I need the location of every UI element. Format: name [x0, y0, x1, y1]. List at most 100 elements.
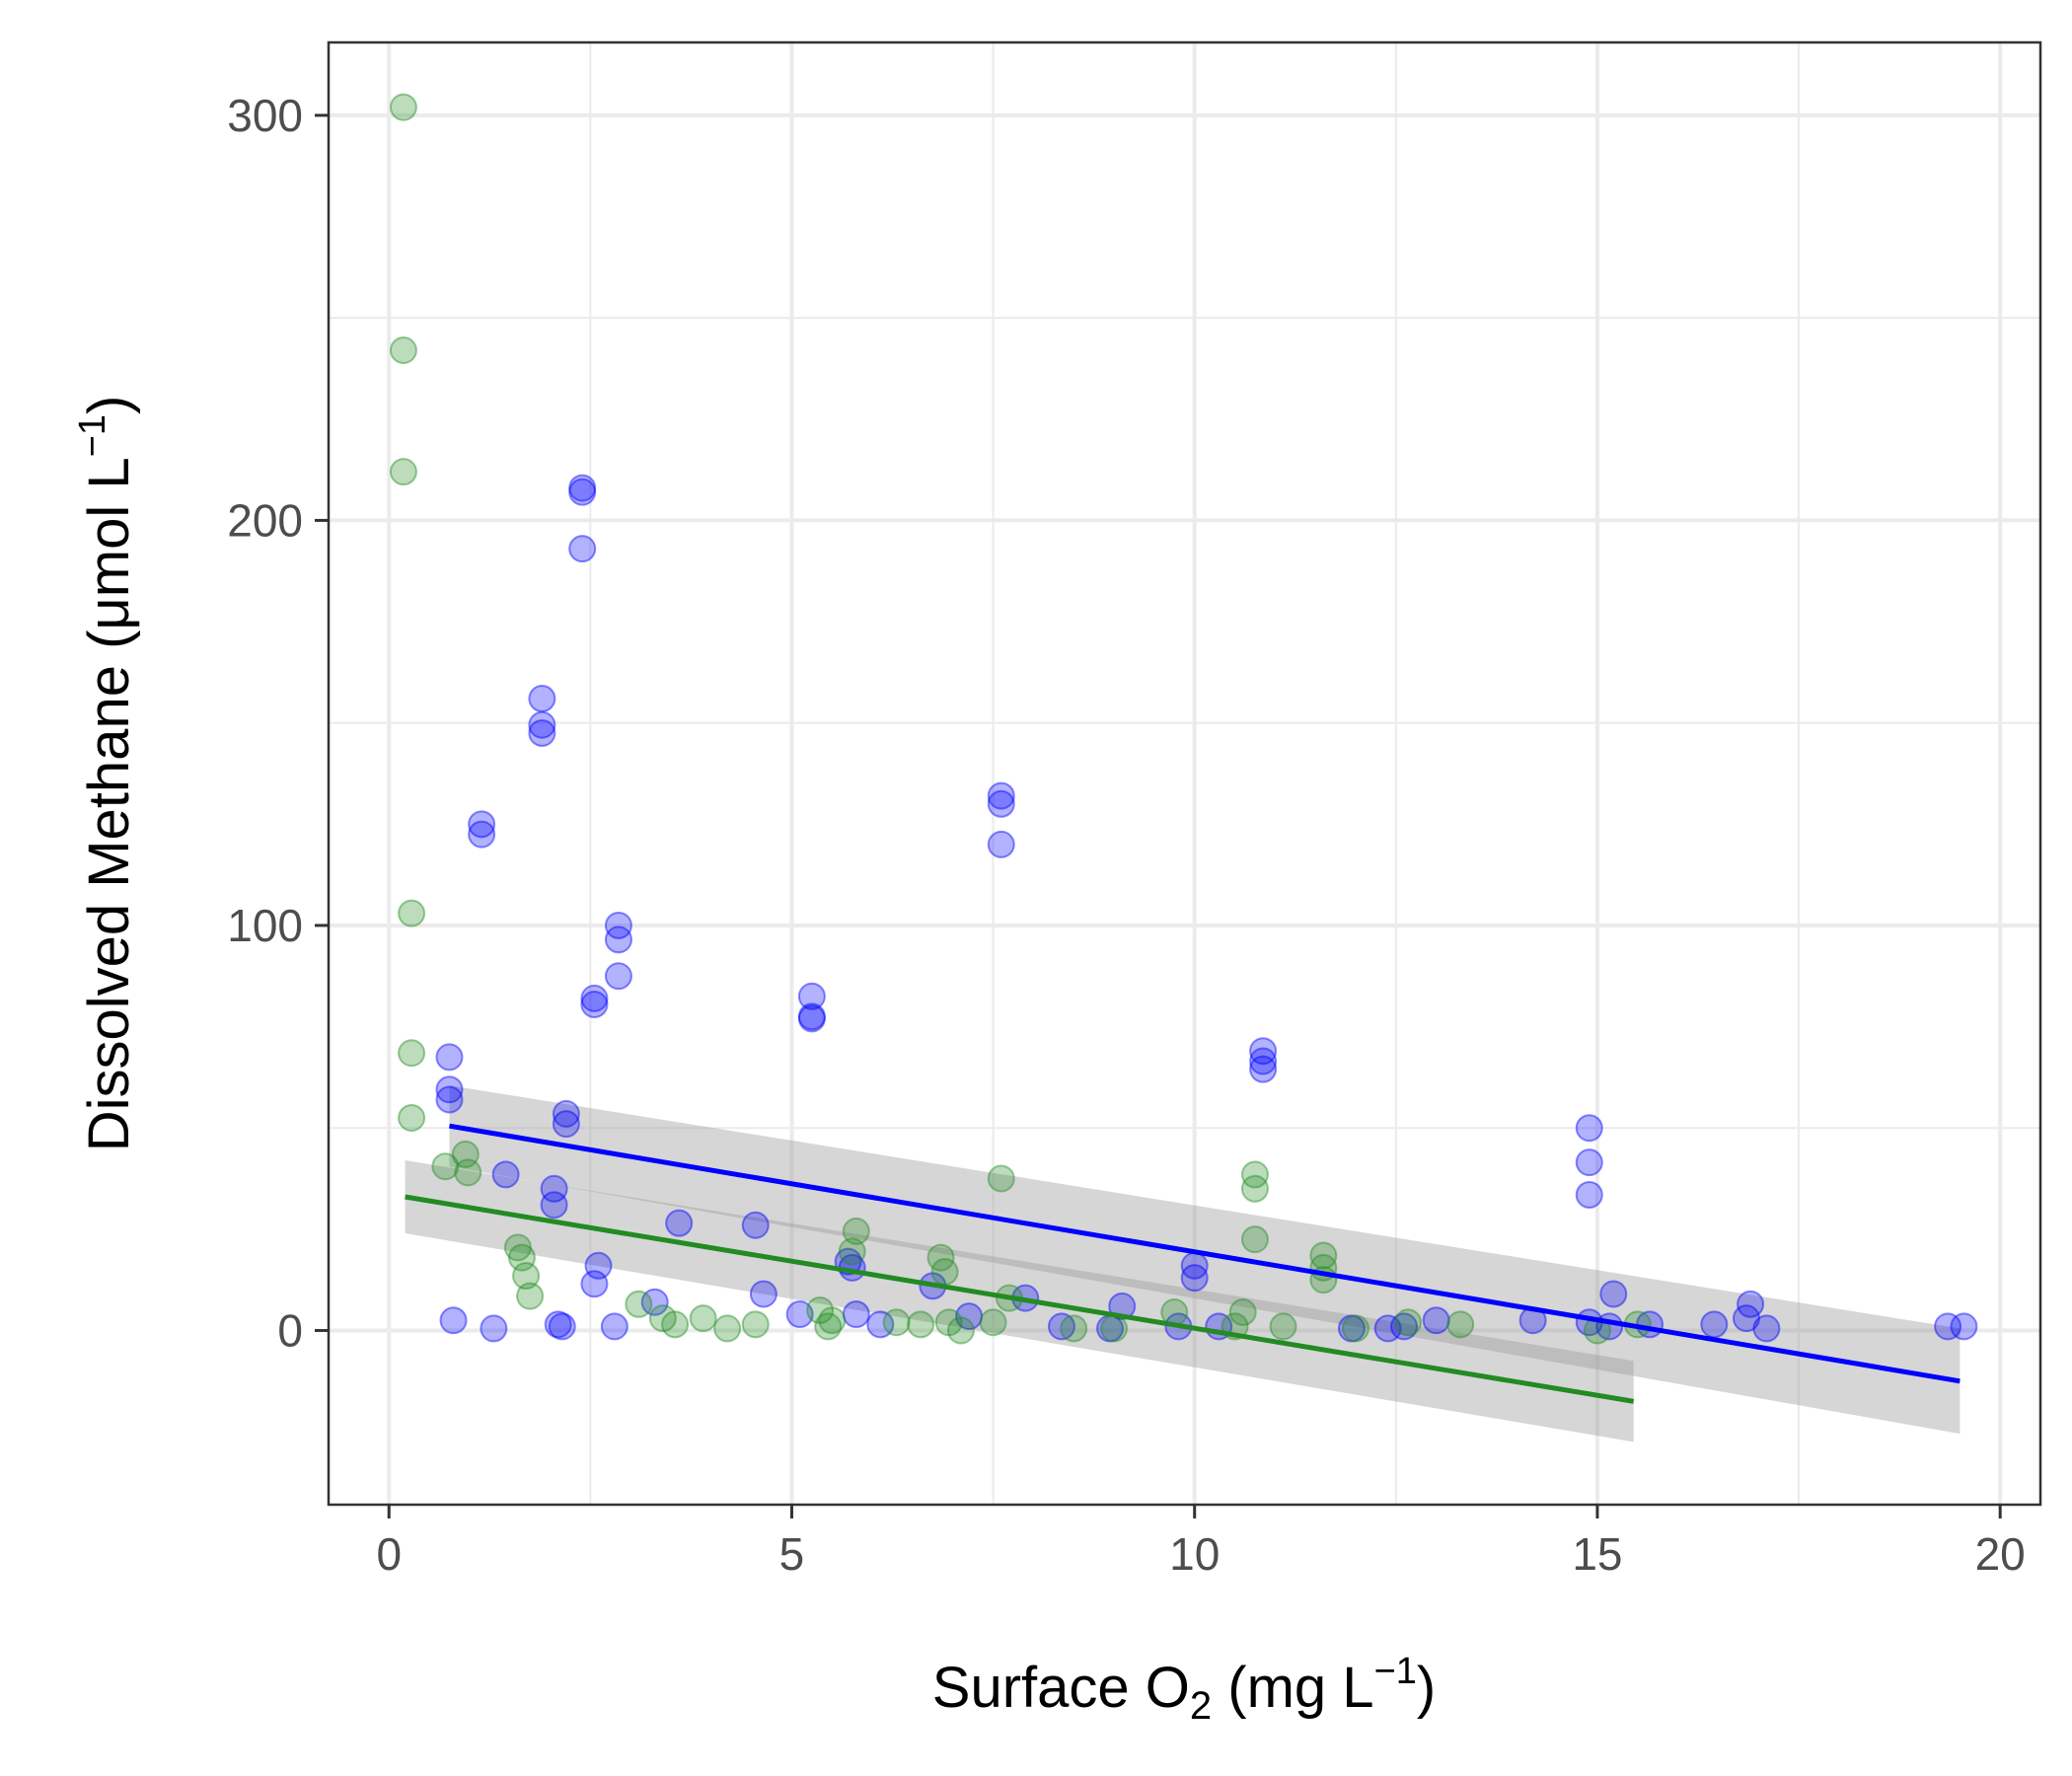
data-point [389, 458, 417, 486]
data-point [1422, 1306, 1450, 1335]
grid-lines [329, 42, 2040, 1505]
x-axis: 0 5 10 15 20 [376, 1505, 2026, 1580]
data-point [934, 1308, 963, 1337]
data-point [930, 1257, 959, 1286]
data-point [528, 710, 556, 739]
data-points [389, 93, 1978, 1345]
data-point [741, 1211, 770, 1239]
data-point [818, 1306, 847, 1335]
x-axis-title-close: ) [1417, 1656, 1436, 1720]
data-point [987, 781, 1015, 810]
data-point [580, 984, 609, 1012]
data-point [979, 1308, 1007, 1337]
data-point [451, 1140, 480, 1168]
y-axis-title-superscript: −1 [72, 414, 113, 457]
data-point [1240, 1160, 1269, 1189]
confidence-band [449, 1085, 1961, 1435]
y-tick-label: 100 [227, 900, 303, 951]
y-axis-title-main: Dissolved Methane (μmol L [77, 457, 141, 1151]
x-tick-label: 0 [376, 1528, 402, 1580]
data-point [1309, 1241, 1338, 1270]
data-point [625, 1290, 653, 1318]
x-tick-label: 15 [1572, 1528, 1622, 1580]
data-point [454, 1158, 482, 1187]
y-tick-label: 0 [277, 1304, 303, 1356]
data-point [398, 899, 426, 927]
data-point [1599, 1280, 1628, 1308]
data-point [1575, 1148, 1603, 1177]
data-point [882, 1308, 911, 1337]
data-point [580, 991, 609, 1018]
data-point [431, 1152, 460, 1181]
data-point [568, 474, 597, 502]
data-point [491, 1160, 520, 1189]
plot-panel [329, 42, 2040, 1505]
data-point [503, 1233, 532, 1262]
x-tick-label: 5 [779, 1528, 805, 1580]
data-point [1240, 1174, 1269, 1203]
data-point [398, 1103, 426, 1132]
data-point [435, 1043, 464, 1072]
data-point [797, 1004, 826, 1033]
data-point [1228, 1298, 1257, 1326]
data-point [1394, 1308, 1423, 1337]
data-point [1249, 1037, 1278, 1066]
data-point [661, 1310, 690, 1339]
data-point [1373, 1314, 1402, 1343]
data-point [468, 810, 496, 839]
data-point [1575, 1114, 1603, 1143]
data-point [866, 1310, 895, 1339]
data-point [580, 1270, 609, 1298]
data-point [640, 1288, 669, 1316]
data-point [648, 1304, 677, 1333]
data-point [480, 1314, 508, 1343]
x-tick-label: 20 [1975, 1528, 2026, 1580]
data-point [987, 830, 1015, 858]
data-point [1737, 1290, 1765, 1318]
x-axis-title-main: Surface O [932, 1656, 1190, 1720]
data-point [548, 1312, 576, 1341]
data-point [1180, 1264, 1209, 1293]
data-point [398, 1039, 426, 1068]
plot-border [327, 40, 2042, 1507]
x-axis-title: Surface O2 (mg L−1) [932, 1651, 1436, 1728]
data-point [926, 1243, 955, 1272]
data-point [713, 1314, 742, 1343]
data-point [1240, 1225, 1269, 1254]
data-point [806, 1295, 835, 1324]
data-point [797, 1002, 826, 1031]
y-axis: 0 100 200 300 [227, 90, 329, 1356]
data-point [540, 1191, 568, 1220]
x-axis-title-subscript: 2 [1190, 1684, 1212, 1728]
data-point [987, 1164, 1015, 1193]
data-point [987, 789, 1015, 818]
data-point [552, 1099, 580, 1128]
data-point [741, 1310, 770, 1339]
data-point [1934, 1312, 1962, 1341]
y-tick-label: 200 [227, 494, 303, 546]
data-point [955, 1302, 984, 1331]
data-point [568, 535, 597, 563]
data-point [1752, 1314, 1781, 1343]
data-point [1732, 1304, 1760, 1333]
data-point [814, 1312, 843, 1341]
data-point [516, 1282, 545, 1310]
data-point [528, 718, 556, 747]
data-point [1249, 1055, 1278, 1083]
data-point [842, 1217, 870, 1245]
data-point [600, 1312, 629, 1341]
data-point [512, 1262, 541, 1291]
data-point [540, 1174, 568, 1203]
data-point [604, 925, 632, 954]
data-point [749, 1280, 777, 1308]
data-point [1100, 1314, 1129, 1343]
data-point [468, 820, 496, 849]
data-point [439, 1306, 468, 1335]
data-point [665, 1209, 694, 1237]
data-point [435, 1085, 464, 1114]
y-tick-label: 300 [227, 90, 303, 141]
regression-line [449, 1123, 1961, 1384]
regression-line [405, 1194, 1635, 1404]
data-point [838, 1237, 866, 1266]
data-point [552, 1110, 580, 1139]
